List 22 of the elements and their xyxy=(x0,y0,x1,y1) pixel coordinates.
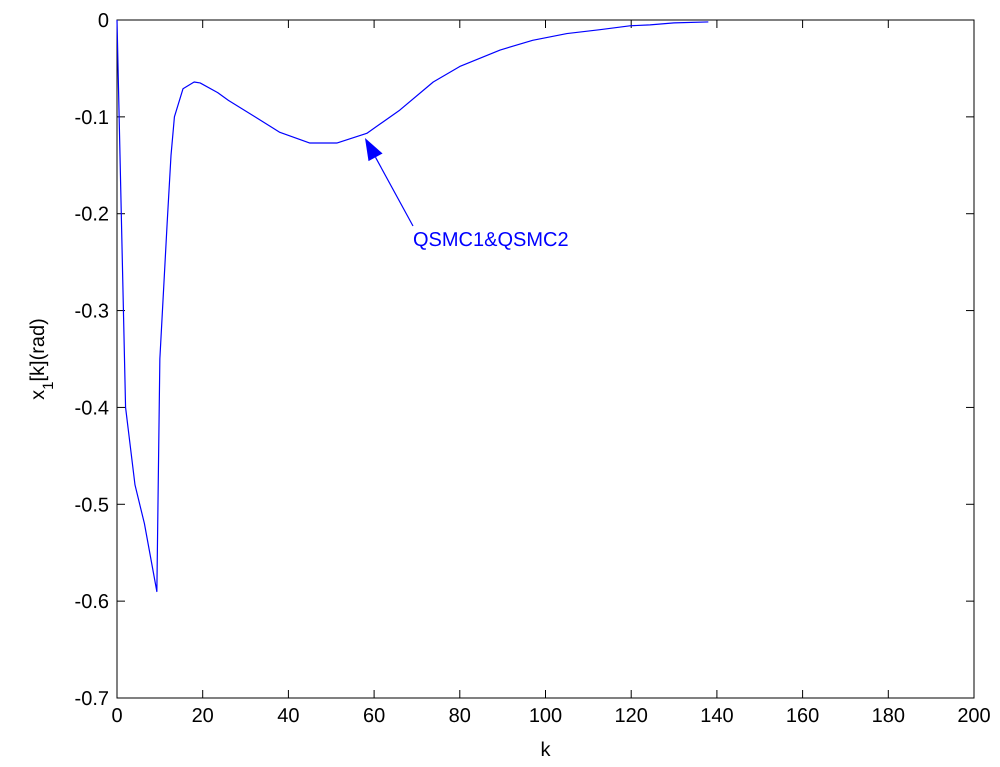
x-tick-label: 20 xyxy=(192,705,214,727)
y-tick-label: -0.5 xyxy=(74,494,109,516)
x-tick-label: 120 xyxy=(614,705,648,727)
y-tick-label: -0.3 xyxy=(74,300,109,323)
y-tick-label: -0.7 xyxy=(74,688,109,710)
x-tick-label: 80 xyxy=(448,705,471,727)
y-tick-label: -0.4 xyxy=(74,397,109,420)
x-tick-label: 40 xyxy=(277,705,300,727)
x-tick-label: 200 xyxy=(957,705,991,727)
x-axis-title: k xyxy=(540,739,552,761)
x-tick-label: 100 xyxy=(528,705,562,727)
y-tick-label: -0.2 xyxy=(74,204,109,226)
y-tick-label: 0 xyxy=(98,10,109,32)
x-tick-label: 160 xyxy=(786,705,820,727)
x-tick-label: 60 xyxy=(362,705,386,727)
y-tick-label: -0.1 xyxy=(74,106,109,129)
line-series xyxy=(116,19,709,592)
x-tick-label: 180 xyxy=(872,705,905,727)
annotation: QSMC1&QSMC2 xyxy=(413,229,569,251)
x-tick-label: 140 xyxy=(700,705,734,727)
y-tick-label: -0.6 xyxy=(74,591,109,614)
x-tick-label: 0 xyxy=(111,705,123,727)
